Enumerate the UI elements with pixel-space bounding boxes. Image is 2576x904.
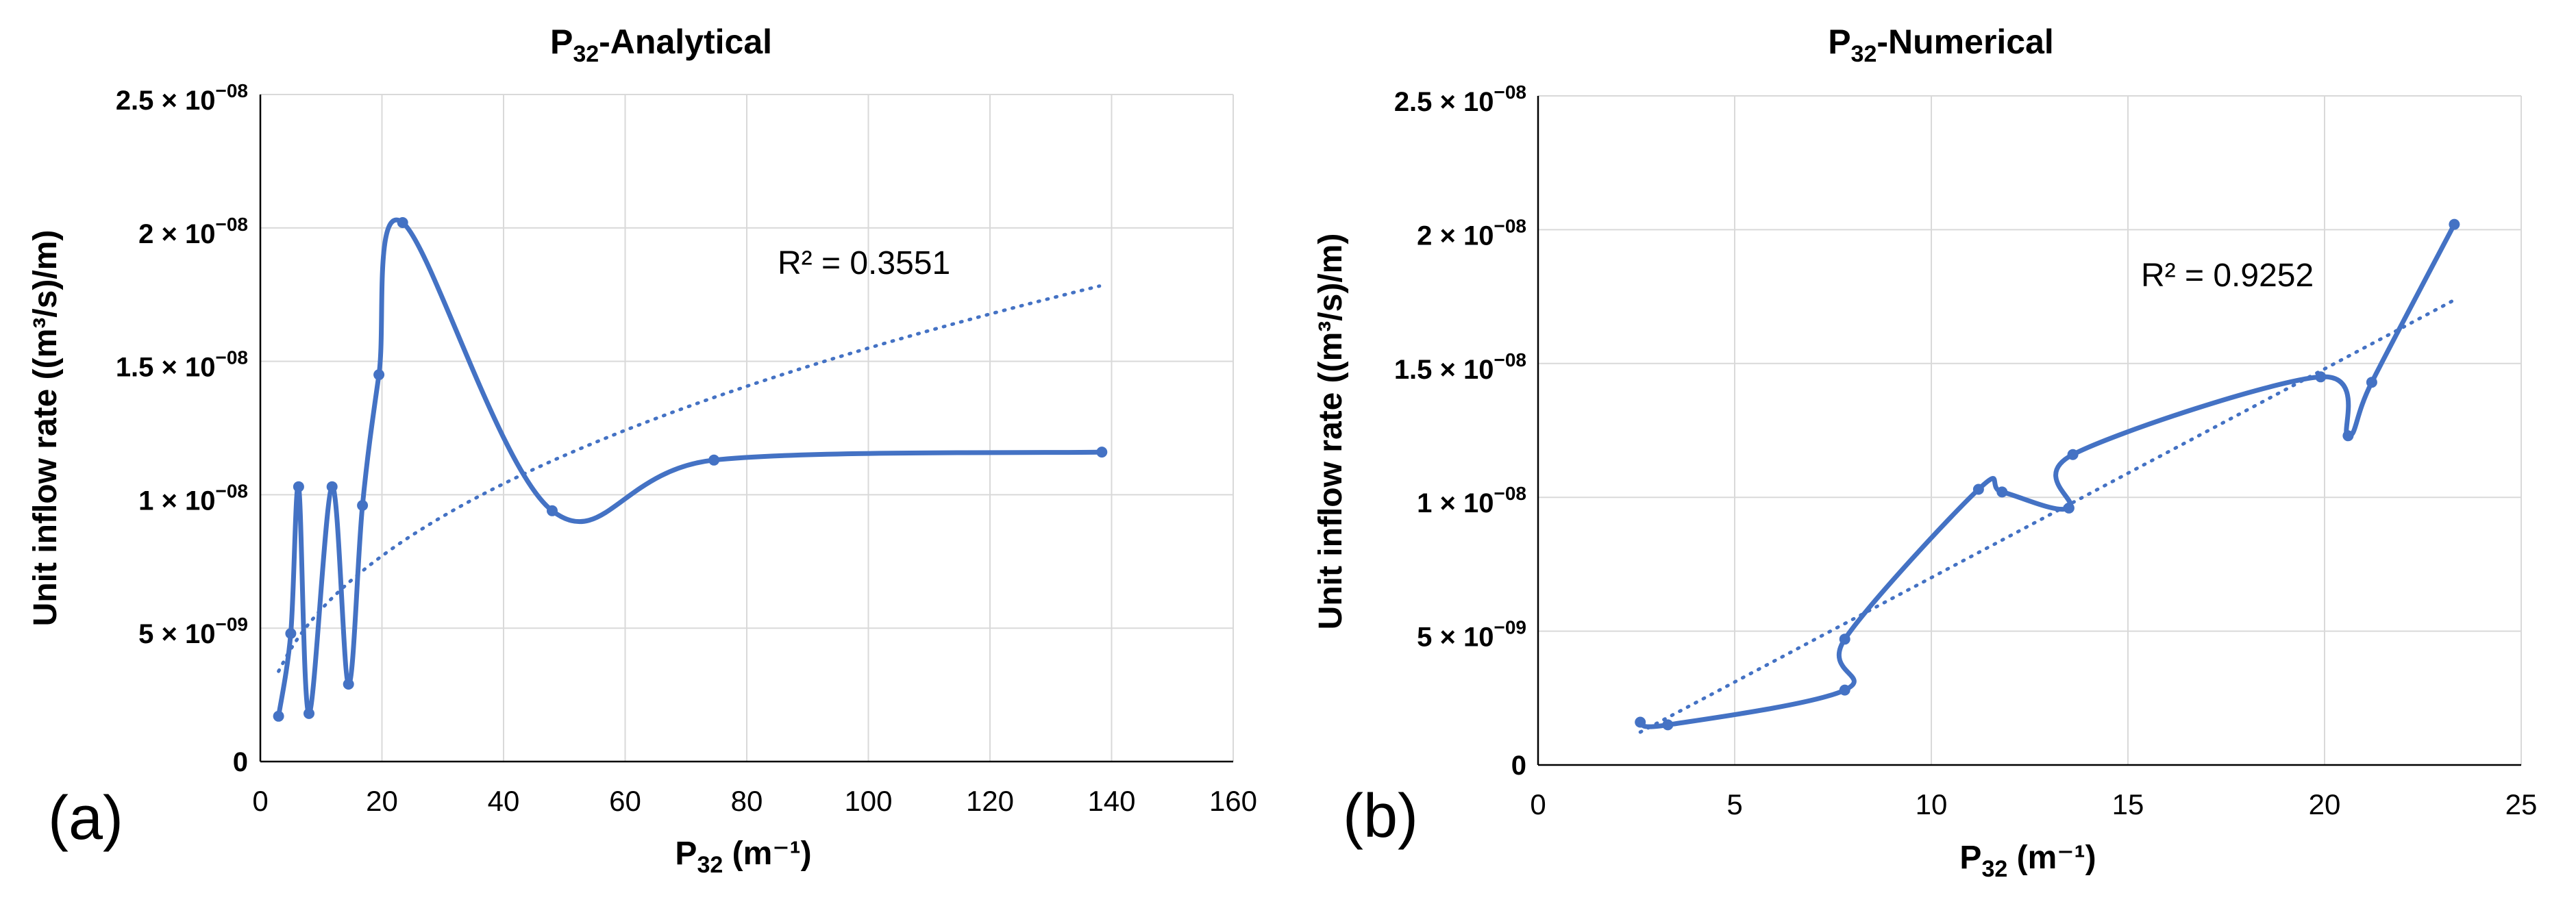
chart-analytical: P32-Analytical 0 5 × 10−09 1 × 10−08 1.5 × … [27, 23, 1257, 878]
x-tick-label: 15 [2112, 788, 2144, 820]
y-tick-label: 2.5 × 10−08 [116, 80, 248, 116]
data-point [397, 217, 408, 228]
data-points [1635, 218, 2460, 731]
x-tick-label: 10 [1916, 788, 1948, 820]
panel-label: (a) [48, 784, 123, 853]
x-tick-label: 20 [2309, 788, 2341, 820]
x-tick-label: 0 [1530, 788, 1546, 820]
data-point [273, 710, 284, 722]
y-tick-label: 0 [233, 747, 248, 777]
data-point [1996, 486, 2008, 498]
r-squared-label: R² = 0.9252 [2141, 258, 2314, 294]
data-point [2067, 449, 2079, 460]
series-line [276, 217, 1104, 719]
data-point [1096, 447, 1108, 458]
data-point [293, 481, 304, 492]
x-tick-label: 160 [1209, 785, 1257, 817]
x-tick-label: 20 [366, 785, 398, 817]
trendline [1638, 298, 2456, 734]
trendline [277, 284, 1102, 673]
x-tick-label: 25 [2505, 788, 2538, 820]
data-point [708, 454, 720, 466]
x-tick-label: 60 [609, 785, 641, 817]
data-point [1972, 484, 1984, 495]
data-point [1839, 684, 1850, 696]
chart-numerical: P32-Numerical 0 5 × 10−09 1 × 10−08 1.5 × 1… [1313, 23, 2537, 882]
data-point [2315, 371, 2327, 383]
data-point [1839, 633, 1850, 645]
data-point [2063, 502, 2075, 514]
r-squared-label: R² = 0.3551 [778, 245, 950, 281]
x-tick-label: 5 [1726, 788, 1742, 820]
x-axis-label: P32 (m⁻¹) [675, 836, 811, 878]
y-tick-label: 5 × 10−09 [1417, 617, 1526, 653]
data-point [357, 500, 369, 511]
data-point [547, 505, 558, 516]
y-axis-label: Unit inflow rate ((m³/s)/m) [1313, 234, 1349, 630]
y-axis-label: Unit inflow rate ((m³/s)/m) [27, 230, 64, 627]
data-point [1662, 719, 1674, 731]
y-tick-label: 2 × 10−08 [1417, 215, 1526, 251]
data-point [373, 369, 385, 381]
data-point [304, 707, 314, 719]
x-tick-label: 120 [966, 785, 1014, 817]
x-axis-label: P32 (m⁻¹) [1959, 840, 2096, 882]
y-tick-label: 1 × 10−08 [1417, 483, 1526, 518]
data-point [285, 628, 297, 639]
y-tick-label: 1.5 × 10−08 [116, 347, 248, 383]
data-point [2449, 218, 2460, 230]
x-tick-labels: 0 20 40 60 80 100 120 140 160 [252, 785, 1257, 817]
gridlines [260, 94, 1234, 762]
panel-label: (b) [1343, 782, 1418, 851]
y-tick-label: 2.5 × 10−08 [1394, 81, 1526, 117]
chart-title: P32-Analytical [550, 23, 772, 67]
y-tick-label: 1.5 × 10−08 [1394, 349, 1526, 385]
y-tick-label: 1 × 10−08 [138, 480, 248, 516]
y-tick-label: 5 × 10−09 [138, 614, 248, 649]
y-tick-label: 0 [1511, 751, 1526, 781]
gridlines [1538, 95, 2522, 765]
data-point [1635, 716, 1646, 728]
x-tick-label: 140 [1087, 785, 1135, 817]
y-tick-labels: 0 5 × 10−09 1 × 10−08 1.5 × 10−08 2 × 10−08 2… [1394, 81, 1526, 781]
data-point [2366, 377, 2377, 388]
x-tick-label: 100 [844, 785, 892, 817]
data-point [343, 679, 354, 690]
data-point [326, 481, 338, 492]
data-point [2342, 430, 2354, 442]
x-tick-label: 80 [731, 785, 763, 817]
y-tick-label: 2 × 10−08 [138, 214, 248, 249]
series-line [1637, 222, 2457, 729]
y-tick-labels: 0 5 × 10−09 1 × 10−08 1.5 × 10−08 2 × 10−08 2… [116, 80, 248, 777]
chart-title: P32-Numerical [1828, 23, 2054, 67]
x-tick-label: 40 [488, 785, 520, 817]
x-tick-labels: 0 5 10 15 20 25 [1530, 788, 2537, 820]
data-points [273, 217, 1108, 722]
x-tick-label: 0 [252, 785, 268, 817]
